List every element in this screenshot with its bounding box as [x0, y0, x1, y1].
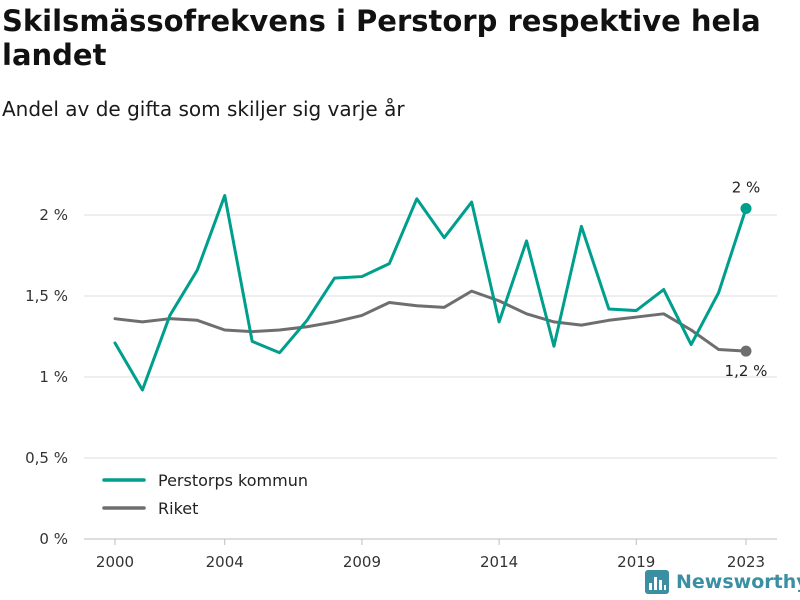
legend-label-riket: Riket [158, 499, 198, 518]
y-tick-label: 1,5 % [25, 287, 68, 305]
x-tick-label: 2014 [480, 553, 518, 571]
logo-icon [645, 570, 669, 594]
chart-title: Skilsmässofrekvens i Perstorp respektive… [2, 4, 761, 72]
legend: Perstorps kommun Riket [102, 471, 308, 518]
chart-subtitle: Andel av de gifta som skiljer sig varje … [2, 97, 405, 121]
axes: 0 % 0,5 % 1 % 1,5 % 2 % 2000 2004 2009 2014 2019 2… [25, 206, 765, 571]
y-tick-label: 2 % [39, 206, 68, 224]
series-line-perstorp [113, 194, 748, 392]
grid-lines [84, 214, 777, 540]
x-tick-label: 2009 [343, 553, 381, 571]
x-tick-label: 2000 [96, 553, 134, 571]
end-label-riket: 1,2 % [725, 362, 768, 380]
end-label-perstorp: 2 % [732, 179, 761, 197]
end-labels: 2 % 1,2 % [725, 179, 768, 381]
series-lines [113, 194, 752, 392]
x-tick-label: 2004 [206, 553, 244, 571]
y-tick-label: 0 % [39, 530, 68, 548]
series-line-riket [113, 289, 748, 353]
y-tick-label: 1 % [39, 368, 68, 386]
x-tick-label: 2019 [617, 553, 655, 571]
legend-label-perstorp: Perstorps kommun [158, 471, 308, 490]
logo-text: Newsworthy [676, 571, 800, 593]
newsworthy-logo: Newsworthy [644, 569, 800, 595]
end-point-perstorp [740, 203, 752, 215]
y-tick-label: 0,5 % [25, 449, 68, 467]
end-point-riket [740, 345, 752, 357]
x-tick-label: 2023 [727, 553, 765, 571]
